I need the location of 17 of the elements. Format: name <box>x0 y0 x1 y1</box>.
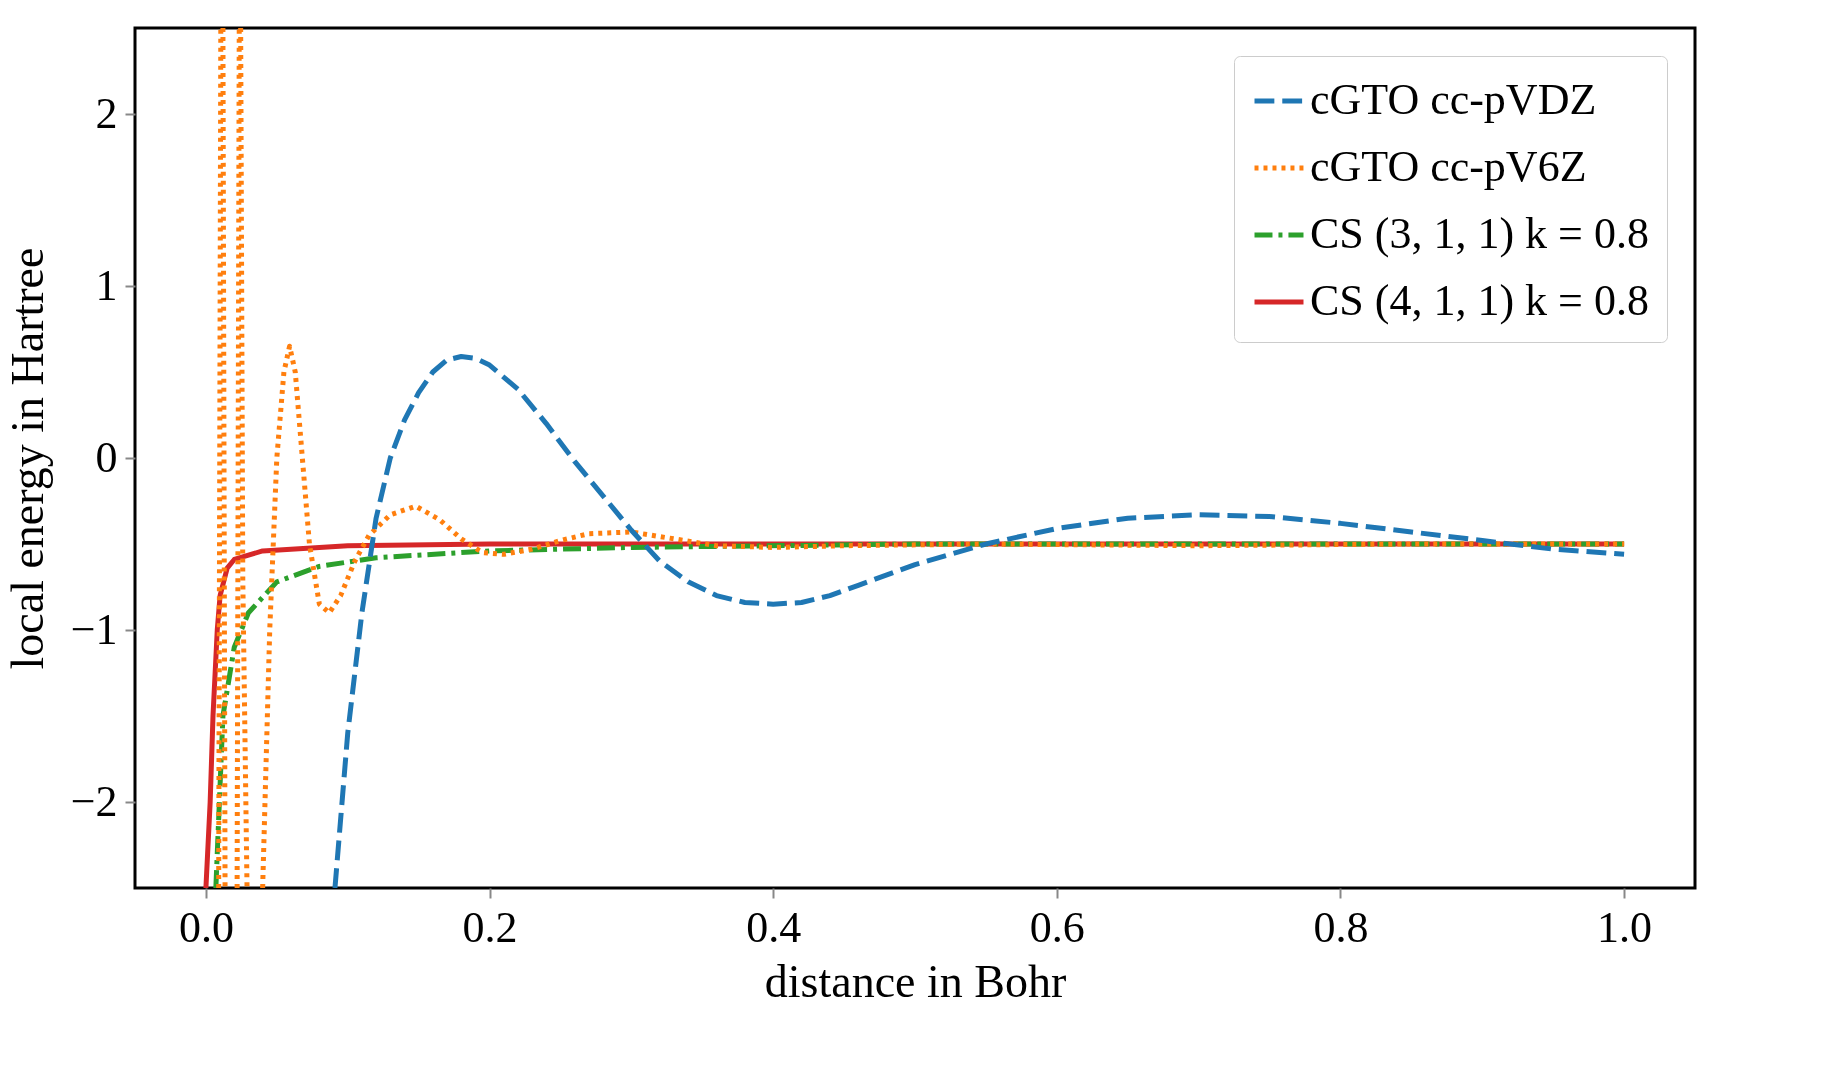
x-tick-label: 0.6 <box>1029 902 1085 952</box>
x-tick-label: 0.0 <box>178 902 234 952</box>
x-tick-label: 1.0 <box>1597 902 1653 952</box>
y-tick-label: 1 <box>95 260 118 310</box>
y-axis-title: local energy in Hartree <box>1 247 53 670</box>
y-tick-label: 2 <box>95 88 118 138</box>
x-tick-label: 0.2 <box>462 902 518 952</box>
legend-label: cGTO cc-pVDZ <box>1310 75 1597 124</box>
legend-label: CS (4, 1, 1) k = 0.8 <box>1310 276 1649 325</box>
legend-label: CS (3, 1, 1) k = 0.8 <box>1310 209 1649 258</box>
legend-label: cGTO cc-pV6Z <box>1310 142 1587 191</box>
y-tick-label: −1 <box>70 604 118 654</box>
y-tick-label: −2 <box>70 776 118 826</box>
x-tick-label: 0.4 <box>746 902 802 952</box>
y-tick-label: 0 <box>95 432 118 482</box>
x-axis-title: distance in Bohr <box>764 955 1067 1007</box>
x-tick-label: 0.8 <box>1313 902 1369 952</box>
